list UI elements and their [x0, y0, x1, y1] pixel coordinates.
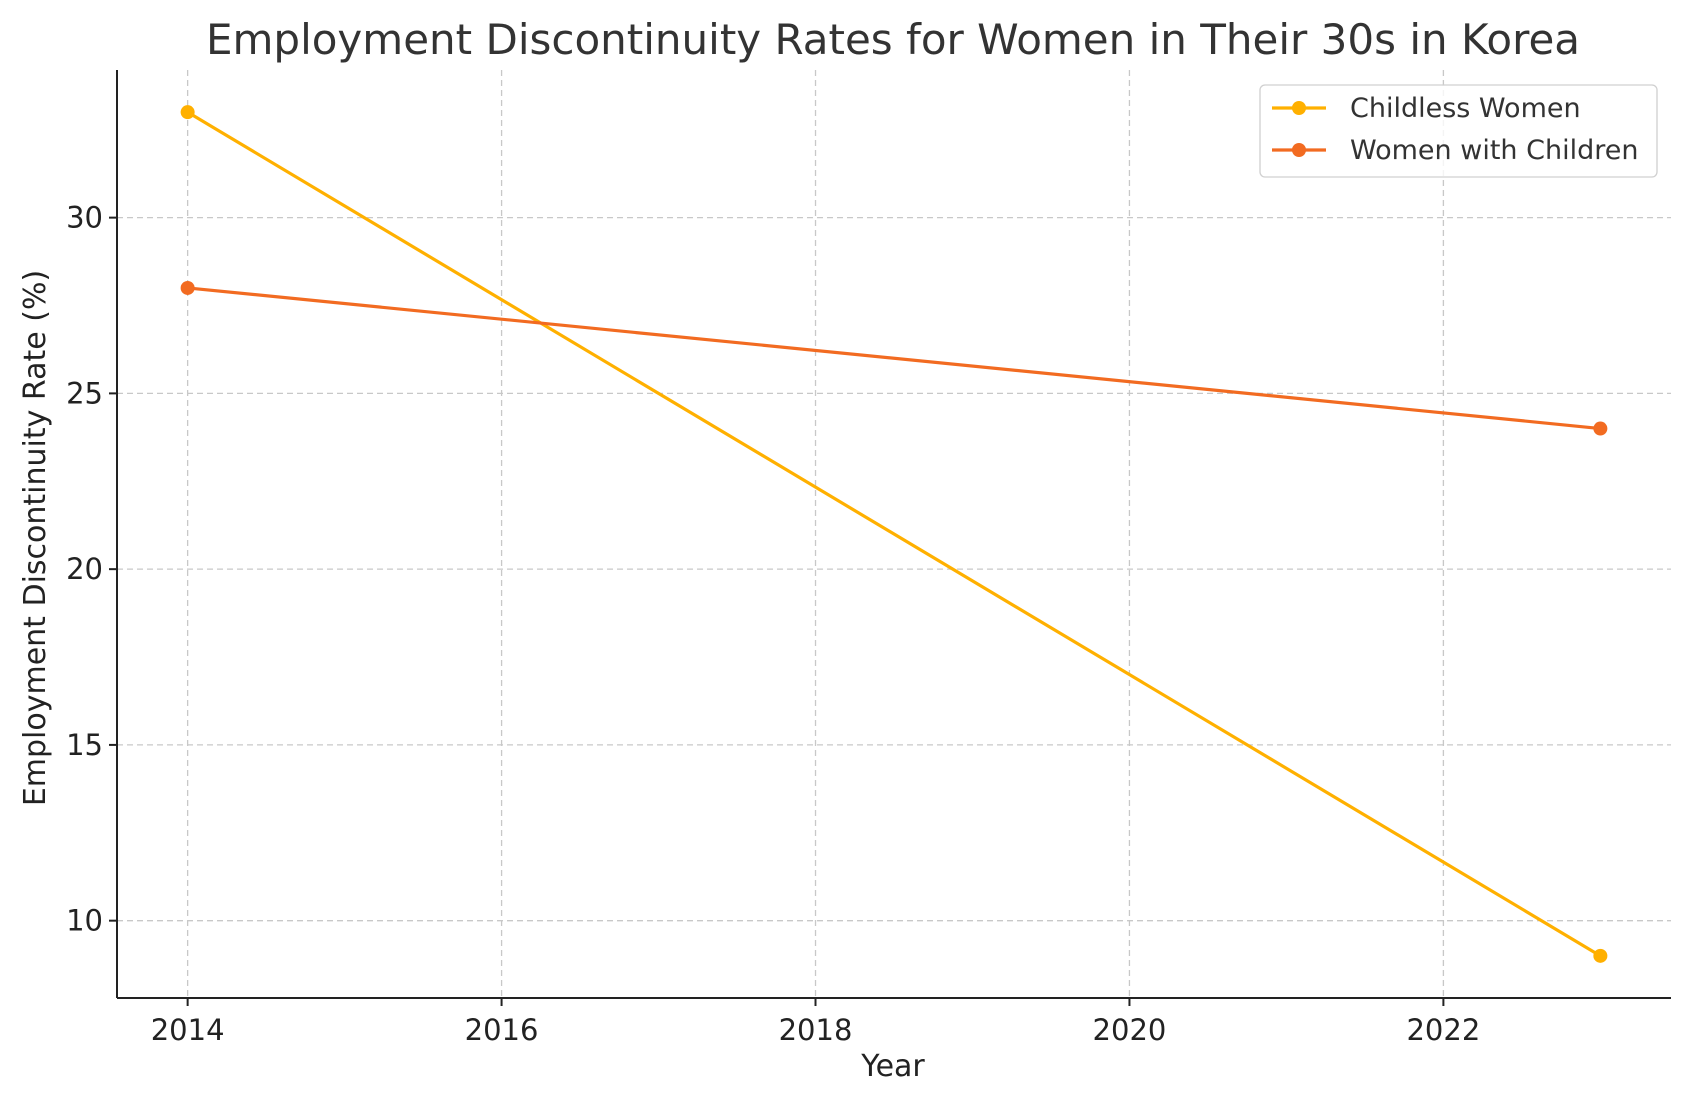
data-series — [180, 105, 1608, 963]
x-tick-label-2014: 2014 — [151, 1013, 225, 1047]
x-axis-label: Year — [860, 1049, 925, 1084]
y-tick-label-10: 10 — [66, 904, 103, 938]
series-1-point-2014 — [180, 280, 195, 295]
x-tick-label-2016: 2016 — [465, 1013, 539, 1047]
x-tick-label-2022: 2022 — [1406, 1013, 1480, 1047]
tick-labels: 2014 2016 2018 2020 2022 10 15 20 25 30 — [66, 201, 1480, 1047]
legend-box — [1259, 84, 1658, 178]
legend-marker-0 — [1292, 101, 1306, 115]
grid-lines — [117, 70, 1671, 998]
y-tick-label-25: 25 — [66, 376, 103, 410]
x-tick-label-2018: 2018 — [779, 1013, 853, 1047]
y-axis-label: Employment Discontinuity Rate (%) — [18, 270, 53, 806]
legend-items: Childless Women Women with Children — [1272, 93, 1638, 166]
series-1-point-2023 — [1593, 421, 1608, 436]
y-tick-label-20: 20 — [66, 552, 103, 586]
legend: Childless Women Women with Children — [1259, 84, 1658, 178]
legend-label-0: Childless Women — [1350, 93, 1581, 124]
legend-label-1: Women with Children — [1350, 135, 1638, 166]
series-line-1 — [186, 286, 1602, 431]
series-0-point-2023 — [1593, 948, 1608, 963]
series-line-0 — [186, 110, 1602, 958]
x-tick-label-2020: 2020 — [1093, 1013, 1167, 1047]
legend-marker-1 — [1292, 143, 1306, 157]
chart-title: Employment Discontinuity Rates for Women… — [206, 15, 1580, 64]
y-tick-label-15: 15 — [66, 728, 103, 762]
y-tick-label-30: 30 — [66, 201, 103, 235]
axes — [109, 70, 1671, 1006]
series-0-point-2014 — [180, 105, 195, 120]
